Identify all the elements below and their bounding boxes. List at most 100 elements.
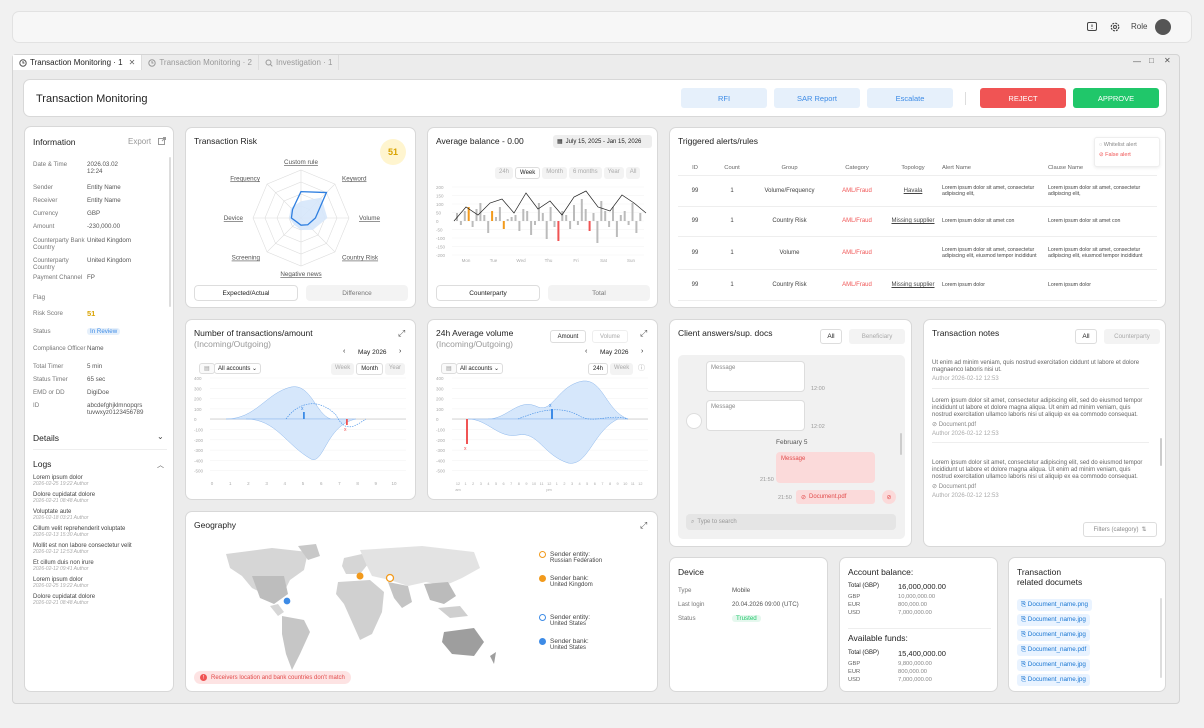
details-title[interactable]: Details — [33, 433, 59, 443]
table-row[interactable]: 99 1 Volume/Frequency AML/Fraud Havala Lorem … — [678, 176, 1157, 207]
period-option[interactable]: Year — [603, 167, 624, 179]
rfi-button[interactable]: RFI — [681, 88, 767, 108]
filter-all-button[interactable]: All — [820, 329, 842, 344]
prev-month-icon[interactable]: ‹ — [343, 348, 346, 355]
document-link[interactable]: ⎘ Document_name.png — [1017, 599, 1092, 611]
filter-counterparty-button[interactable]: Counterparty — [1104, 329, 1160, 344]
column-header[interactable]: Group — [781, 165, 798, 171]
column-header[interactable]: Clause Name — [1048, 165, 1084, 171]
sender-entity-ru-marker[interactable] — [385, 573, 395, 583]
minimize-icon[interactable]: — — [1133, 57, 1141, 66]
table-cell: AML/Fraud — [842, 249, 872, 256]
note-attachment[interactable]: ⊘ Document.pdf — [932, 421, 977, 428]
chat-search-input[interactable]: ⌕ Type to search — [686, 514, 896, 530]
table-row[interactable]: 99 1 Country Risk AML/Fraud Missing supplier… — [678, 270, 1157, 301]
tab-transaction-monitoring-2[interactable]: Transaction Monitoring · 2 — [142, 55, 259, 70]
period-option[interactable]: Week — [610, 363, 634, 375]
column-header[interactable]: Alert Name — [942, 165, 971, 171]
period-option[interactable]: 24h — [495, 167, 514, 179]
close-icon[interactable]: ✕ — [128, 58, 136, 67]
document-link[interactable]: ⎘ Document_name.pdf — [1017, 644, 1091, 656]
info-scrollbar[interactable] — [169, 157, 171, 307]
amount-button[interactable]: Amount — [550, 330, 586, 343]
world-map[interactable] — [212, 542, 502, 676]
radar-axis-label[interactable]: Negative news — [280, 271, 321, 278]
expand-icon[interactable]: ⤢ — [398, 328, 406, 338]
feedback-icon[interactable] — [1086, 21, 1098, 33]
radar-axis-label[interactable]: Screening — [232, 255, 261, 262]
column-header[interactable]: ID — [692, 165, 698, 171]
radar-axis-label[interactable]: Frequency — [230, 175, 261, 182]
sender-bank-uk-marker[interactable] — [356, 572, 364, 580]
docs-scrollbar[interactable] — [1160, 598, 1162, 678]
filter-beneficiary-button[interactable]: Beneficiary — [849, 329, 905, 344]
column-header[interactable]: Count — [724, 165, 740, 171]
document-link[interactable]: ⎘ Document_name.jpg — [1017, 629, 1090, 641]
tab-transaction-monitoring-1[interactable]: Transaction Monitoring · 1 ✕ — [13, 55, 143, 70]
total-button[interactable]: Total — [548, 285, 650, 301]
note-attachment[interactable]: ⊘ Document.pdf — [932, 483, 977, 490]
period-option[interactable]: Month — [542, 167, 567, 179]
settings-icon[interactable] — [1109, 21, 1121, 33]
chevron-up-icon[interactable]: ︿ — [157, 462, 164, 469]
expand-icon[interactable]: ⤢ — [640, 328, 648, 338]
export-icon[interactable] — [158, 137, 166, 145]
calendar-icon[interactable]: ▤ — [199, 363, 215, 374]
column-header[interactable]: Category — [845, 165, 869, 171]
outgoing-attachment[interactable]: ⊘ Document.pdf — [796, 490, 875, 504]
false-alert-option[interactable]: ⊘ False alert — [1099, 152, 1131, 158]
sender-bank-us-marker[interactable] — [282, 596, 292, 606]
sar-report-button[interactable]: SAR Report — [774, 88, 860, 108]
period-option[interactable]: 6 months — [568, 167, 602, 179]
period-option[interactable]: Week — [331, 363, 355, 375]
column-header[interactable]: Topology — [901, 165, 925, 171]
whitelist-alert-option[interactable]: ◌ Whitelist alert — [1099, 142, 1137, 148]
document-link[interactable]: ⎘ Document_name.jpg — [1017, 659, 1090, 671]
period-option[interactable]: Month — [356, 363, 383, 375]
next-month-icon[interactable]: › — [399, 348, 402, 355]
document-link[interactable]: ⎘ Document_name.jpg — [1017, 614, 1090, 626]
date-range-picker[interactable]: ▦ July 15, 2025 - Jan 15, 2026 — [553, 135, 652, 148]
attachment-action-icon[interactable]: ⊘ — [882, 490, 896, 504]
notes-scrollbar[interactable] — [1160, 438, 1162, 466]
tab-investigation-1[interactable]: Investigation · 1 — [259, 55, 340, 70]
maximize-icon[interactable]: □ — [1149, 56, 1154, 65]
chat-scrollbar[interactable] — [900, 433, 902, 455]
difference-button[interactable]: Difference — [306, 285, 408, 301]
info-icon[interactable]: ⓘ — [638, 365, 645, 372]
period-option[interactable]: Year — [384, 363, 406, 375]
divider — [932, 387, 1149, 389]
filters-button[interactable]: Filters (category) ⇅ — [1083, 522, 1157, 537]
volume-button[interactable]: Volume — [592, 330, 628, 343]
radar-axis-label[interactable]: Keyword — [342, 175, 367, 182]
role-label[interactable]: Role — [1131, 22, 1148, 31]
next-month-icon[interactable]: › — [641, 348, 644, 355]
filter-all-button[interactable]: All — [1075, 329, 1097, 344]
calendar-icon[interactable]: ▤ — [441, 363, 457, 374]
radar-axis-label[interactable]: Country Risk — [342, 255, 379, 262]
table-row[interactable]: 99 1 Volume AML/Fraud Lorem ipsum dolor sit … — [678, 237, 1157, 270]
radar-axis-label[interactable]: Device — [224, 215, 244, 222]
currency-value: 9,800,000.00 — [898, 661, 932, 667]
accounts-dropdown[interactable]: All accounts ⌄ — [456, 363, 504, 374]
radar-axis-label[interactable]: Volume — [359, 215, 381, 222]
radar-axis-label[interactable]: Custom rule — [284, 159, 318, 166]
expand-icon[interactable]: ⤢ — [640, 520, 648, 530]
logs-title[interactable]: Logs — [33, 459, 52, 469]
prev-month-icon[interactable]: ‹ — [585, 348, 588, 355]
export-link[interactable]: Export — [128, 137, 152, 146]
approve-button[interactable]: APPROVE — [1073, 88, 1159, 108]
accounts-dropdown[interactable]: All accounts ⌄ — [214, 363, 262, 374]
document-link[interactable]: ⎘ Document_name.jpg — [1017, 674, 1090, 686]
escalate-button[interactable]: Escalate — [867, 88, 953, 108]
avatar[interactable] — [1155, 19, 1171, 35]
chevron-down-icon[interactable]: ⌄ — [157, 432, 164, 441]
period-option[interactable]: 24h — [588, 363, 609, 375]
expected-actual-button[interactable]: Expected/Actual — [194, 285, 298, 301]
reject-button[interactable]: REJECT — [980, 88, 1066, 108]
counterparty-button[interactable]: Counterparty — [436, 285, 540, 301]
window-close-icon[interactable]: ✕ — [1164, 56, 1171, 65]
period-option[interactable]: Week — [515, 167, 541, 179]
period-option[interactable]: All — [625, 167, 641, 179]
table-row[interactable]: 99 1 Country Risk AML/Fraud Missing supplier… — [678, 207, 1157, 237]
